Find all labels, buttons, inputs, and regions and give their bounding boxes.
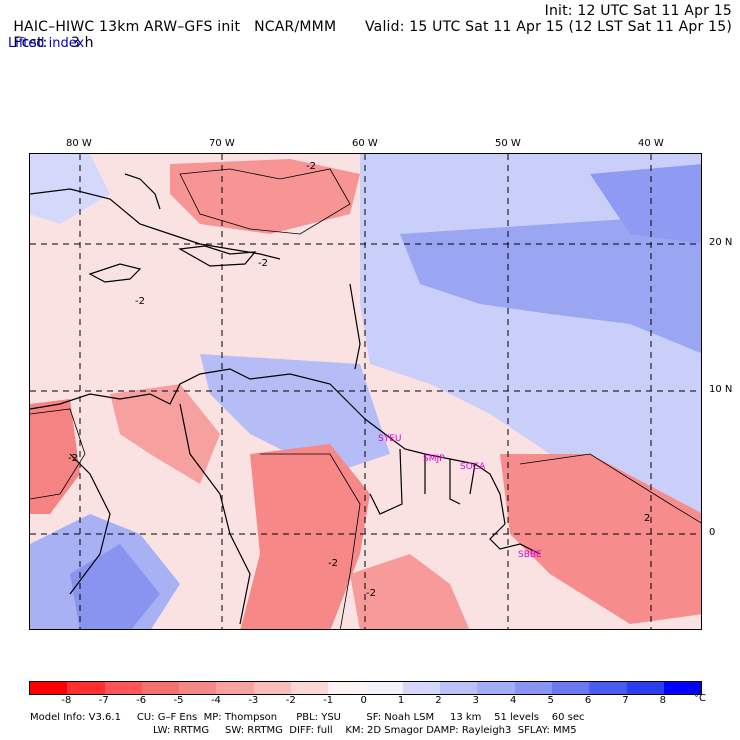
contour-label: -2 (258, 258, 268, 269)
colorbar-tick-label: 3 (472, 695, 480, 706)
colorbar-cell (626, 682, 664, 694)
lon-label: 60 W (352, 138, 378, 149)
contour-label: -2 (135, 296, 145, 307)
contour-label: -2 (328, 558, 338, 569)
valid-time: Valid: 15 UTC Sat 11 Apr 15 (12 LST Sat … (364, 19, 732, 35)
colorbar-tick-label: -2 (285, 695, 296, 706)
colorbar-cell (589, 682, 627, 694)
model-title: HAIC–HIWC 13km ARW–GFS init NCAR/MMM (4, 3, 336, 35)
strong-blue-region (590, 164, 701, 244)
lat-label: 20 N (709, 237, 733, 248)
contour-label: -2 (68, 453, 78, 464)
colorbar-tick-label: 1 (397, 695, 405, 706)
colorbar-tick-label: -7 (98, 695, 109, 706)
colorbar-tick-label: 8 (659, 695, 666, 706)
station-label: SBBE (518, 550, 542, 560)
org-name: NCAR/MMM (254, 19, 337, 35)
colorbar-tick-label: 6 (584, 695, 592, 706)
strong-blue-region (70, 544, 160, 629)
fcst-label: Fcst: (13, 35, 48, 51)
colorbar-cell (402, 682, 441, 694)
colorbar-tick-label: 5 (547, 695, 554, 706)
map-panel[interactable]: -2 -2 -2 -2 -2 -2 2 SYEU SMJP SOCA SBBE (29, 153, 702, 630)
colorbar-cell (216, 682, 254, 694)
colorbar-tick-label: -4 (210, 695, 221, 706)
colorbar-tick-label: -1 (323, 695, 334, 706)
contours (30, 168, 701, 629)
model-name: HAIC–HIWC 13km ARW–GFS init (13, 19, 241, 35)
graticule (30, 154, 701, 629)
colorbar-cell (141, 682, 180, 694)
contour-label: 2 (644, 513, 650, 524)
strong-blue-region (400, 214, 701, 354)
colorbar-cell (30, 682, 68, 694)
colorbar-cell (663, 682, 702, 694)
coastlines (30, 173, 541, 625)
lat-label: 10 N (709, 384, 733, 395)
forecast-hour: Fcst: 3 h (4, 19, 94, 51)
lon-label: 40 W (638, 138, 664, 149)
colorbar-unit: °C (694, 693, 706, 704)
red-region (30, 399, 80, 514)
fcst-value: 3 h (70, 35, 94, 51)
lon-label: 50 W (495, 138, 521, 149)
colorbar-cell (67, 682, 105, 694)
station-label: SMJP (423, 454, 445, 464)
red-region (110, 384, 220, 484)
lon-label: 70 W (209, 138, 235, 149)
station-label: SYEU (378, 434, 401, 444)
field-name: Lifted index (8, 36, 85, 51)
colorbar-cell (514, 682, 552, 694)
colorbar-cell (104, 682, 142, 694)
blue-region (200, 354, 390, 474)
colorbar-tick-label: -6 (136, 695, 147, 706)
colorbar (29, 681, 702, 695)
station-label: SOCA (460, 462, 486, 472)
colorbar-tick-label: 4 (510, 695, 517, 706)
model-info-line2: LW: RRTMG SW: RRTMG DIFF: full KM: 2D Sm… (153, 725, 577, 736)
colorbar-cell (365, 682, 403, 694)
colorbar-cell (253, 682, 291, 694)
colorbar-cell (328, 682, 366, 694)
colorbar-tick-label: 0 (360, 695, 367, 706)
lon-label: 80 W (66, 138, 92, 149)
red-region (170, 159, 360, 234)
red-region (350, 554, 470, 629)
colorbar-cell (477, 682, 515, 694)
contour-label: -2 (306, 161, 316, 172)
colorbar-tick-label: 7 (622, 695, 629, 706)
colorbar-cell (290, 682, 329, 694)
colorbar-tick-label: -8 (61, 695, 72, 706)
init-time: Init: 12 UTC Sat 11 Apr 15 (544, 3, 732, 19)
model-info-line1: Model Info: V3.6.1 CU: G–F Ens MP: Thomp… (30, 712, 585, 723)
contour-label: -2 (366, 588, 376, 599)
colorbar-tick-label: 2 (435, 695, 442, 706)
colorbar-cell (179, 682, 217, 694)
red-region (240, 444, 370, 629)
colorbar-tick-label: -5 (173, 695, 184, 706)
lifted-index-map: -2 -2 -2 -2 -2 -2 2 SYEU SMJP SOCA SBBE (30, 154, 701, 629)
lat-label: 0 (709, 527, 716, 538)
colorbar-cell (551, 682, 590, 694)
colorbar-tick-label: -3 (248, 695, 259, 706)
colorbar-cell (440, 682, 478, 694)
